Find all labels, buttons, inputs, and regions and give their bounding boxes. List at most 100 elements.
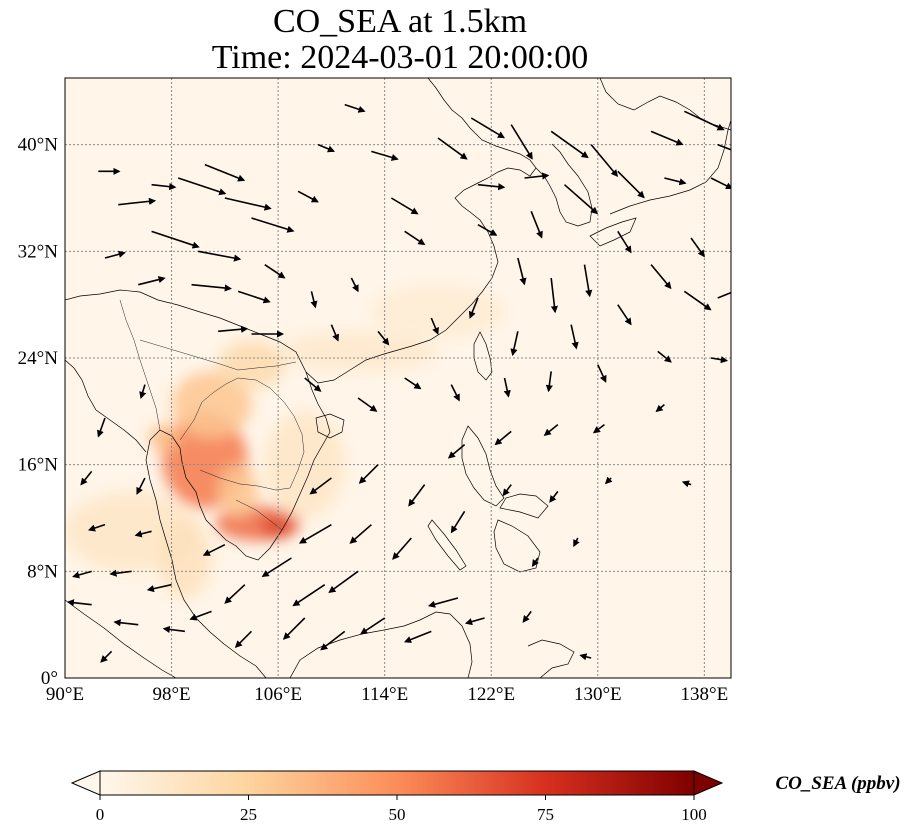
- wind-arrow: [592, 424, 605, 434]
- wind-arrow: [579, 653, 592, 661]
- wind-arrow: [371, 150, 399, 161]
- wind-arrow: [298, 523, 332, 544]
- coastline-luzon: [461, 425, 505, 507]
- border-myanmar-thailand: [179, 377, 239, 441]
- wind-arrow: [404, 230, 426, 246]
- wind-arrow: [139, 384, 147, 400]
- coastline-palawan: [427, 519, 467, 571]
- wind-arrow: [450, 510, 466, 534]
- coastline-mindanao: [493, 519, 541, 573]
- wind-arrow: [597, 364, 607, 383]
- coastline-sulawesi: [527, 639, 575, 678]
- gridlines: [65, 78, 731, 678]
- coastline-hainan: [315, 413, 345, 439]
- coastline-japan-honshu: [609, 119, 731, 215]
- wind-arrow: [282, 617, 306, 640]
- longitude-tick-label: 122°E: [467, 684, 515, 705]
- wind-arrow: [224, 584, 246, 604]
- wind-arrow: [494, 430, 512, 446]
- wind-arrow: [503, 377, 511, 398]
- colorbar-tick-label: 100: [681, 805, 707, 824]
- wind-arrow: [510, 331, 519, 357]
- wind-arrow: [360, 617, 386, 635]
- wind-arrow: [151, 183, 177, 191]
- wind-arrow: [251, 217, 295, 233]
- wind-arrow: [304, 377, 322, 392]
- wind-arrow: [66, 599, 92, 607]
- wind-arrow: [650, 264, 672, 290]
- wind-arrow: [87, 523, 106, 532]
- co-plume: [371, 284, 505, 339]
- map-title-line1: CO_SEA at 1.5km: [272, 3, 528, 40]
- longitude-tick-labels: 90°E 98°E 106°E 114°E 122°E 130°E 138°E: [46, 684, 728, 705]
- wind-arrow: [617, 230, 632, 254]
- border-china-south: [139, 339, 297, 371]
- coastline-indochina: [145, 371, 331, 678]
- wind-arrow: [204, 163, 246, 182]
- wind-arrow: [297, 190, 319, 203]
- wind-arrow: [683, 290, 712, 311]
- wind-arrow: [717, 143, 731, 151]
- wind-arrow: [550, 277, 558, 314]
- wind-arrow: [198, 250, 242, 262]
- wind-arrow: [97, 417, 106, 438]
- wind-arrow: [681, 480, 692, 488]
- wind-arrow: [517, 257, 527, 286]
- wind-arrow: [404, 377, 422, 390]
- wind-arrow: [134, 530, 152, 538]
- wind-arrow: [563, 184, 599, 215]
- latitude-tick-label: 24°N: [18, 348, 59, 369]
- longitude-tick-label: 114°E: [361, 684, 408, 705]
- co-concentration-field: [65, 284, 505, 598]
- wind-arrow: [530, 211, 543, 239]
- wind-arrow: [543, 424, 559, 436]
- border-india-myanmar: [119, 299, 161, 431]
- wind-arrow: [590, 144, 619, 177]
- wind-vectors: [66, 103, 731, 663]
- co-plume: [148, 424, 181, 452]
- border-laos-vietnam: [237, 377, 305, 489]
- wind-arrow: [531, 557, 539, 567]
- latitude-tick-label: 8°N: [27, 561, 58, 582]
- coastlines: [65, 78, 731, 678]
- wind-arrow: [573, 537, 580, 548]
- map-area: [65, 78, 731, 678]
- wind-arrow: [664, 177, 687, 186]
- wind-arrow: [358, 464, 379, 484]
- wind-arrow: [550, 130, 589, 159]
- wind-arrow: [309, 477, 332, 495]
- longitude-tick-label: 90°E: [46, 684, 84, 705]
- co-plume: [218, 464, 259, 518]
- colorbar-label: CO_SEA (ppbv): [775, 773, 900, 794]
- wind-arrow: [237, 290, 271, 304]
- border-thailand-cambodia: [199, 469, 291, 491]
- wind-arrow: [320, 630, 346, 651]
- colorbar-tick-label: 75: [537, 805, 554, 824]
- wind-arrow: [427, 597, 459, 608]
- wind-arrow: [218, 325, 249, 333]
- wind-arrow: [328, 570, 359, 593]
- wind-arrow: [104, 250, 126, 259]
- wind-arrow: [710, 177, 731, 190]
- coastline-taiwan: [473, 331, 493, 381]
- wind-arrow: [545, 371, 553, 393]
- wind-arrow: [234, 630, 253, 648]
- colorbar-tick-label: 25: [240, 805, 257, 824]
- wind-arrow: [604, 476, 613, 485]
- wind-arrow: [392, 537, 412, 560]
- wind-arrow: [430, 317, 439, 335]
- wind-arrow: [138, 276, 166, 286]
- country-borders: [119, 299, 305, 531]
- wind-arrow: [403, 630, 432, 643]
- wind-arrow: [377, 330, 390, 346]
- wind-arrow: [344, 103, 366, 113]
- wind-arrow: [136, 477, 146, 495]
- latitude-tick-label: 40°N: [18, 135, 59, 156]
- wind-arrow: [510, 124, 533, 160]
- longitude-tick-label: 138°E: [681, 684, 729, 705]
- co-plume: [264, 411, 345, 518]
- wind-arrow: [264, 264, 286, 279]
- co-plume: [171, 371, 252, 438]
- longitude-tick-label: 98°E: [152, 684, 190, 705]
- wind-arrow: [657, 350, 672, 363]
